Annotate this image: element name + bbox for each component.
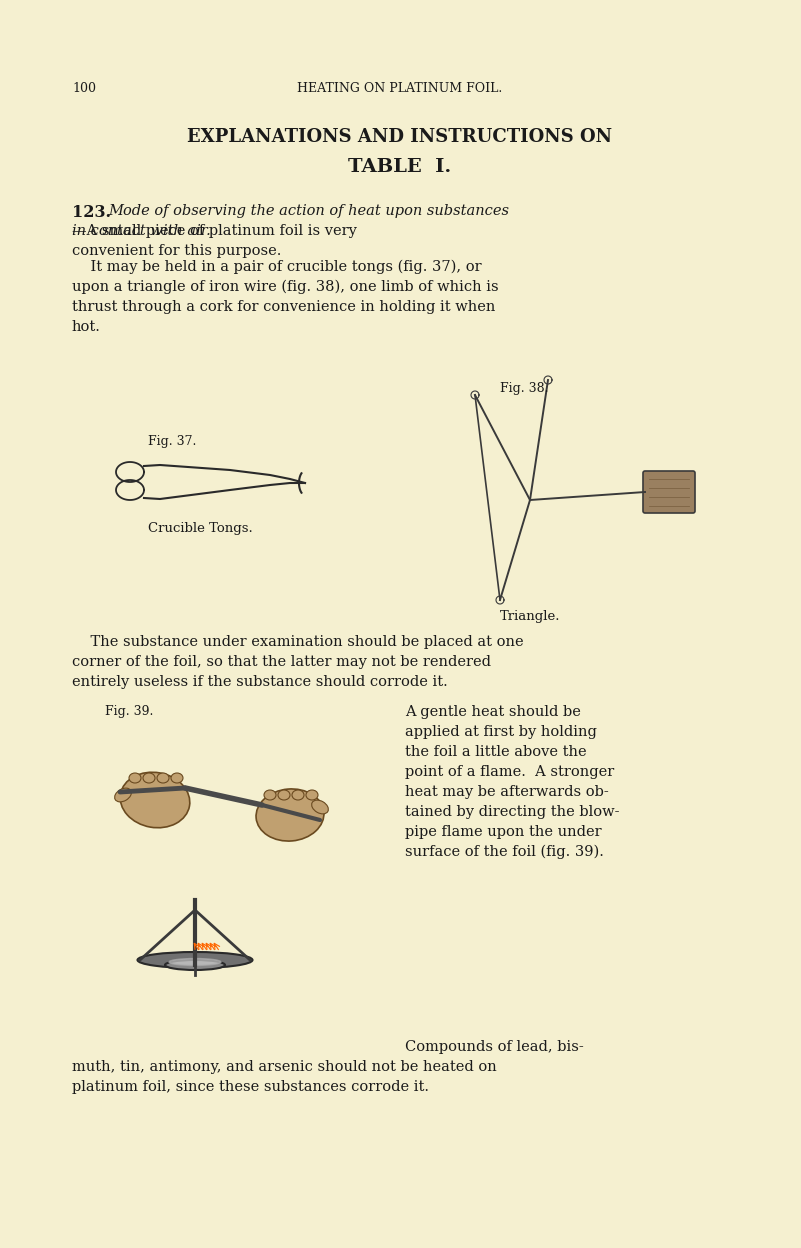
Text: corner of the foil, so that the latter may not be rendered: corner of the foil, so that the latter m… (72, 655, 491, 669)
Text: Crucible Tongs.: Crucible Tongs. (148, 522, 253, 535)
Text: pipe flame upon the under: pipe flame upon the under (405, 825, 602, 839)
Ellipse shape (129, 773, 141, 782)
Text: It may be held in a pair of crucible tongs (fig. 37), or: It may be held in a pair of crucible ton… (72, 260, 481, 275)
Text: Fig. 39.: Fig. 39. (105, 705, 153, 718)
Text: in contact with air.: in contact with air. (72, 223, 211, 238)
Text: 123.: 123. (72, 203, 111, 221)
Text: entirely useless if the substance should corrode it.: entirely useless if the substance should… (72, 675, 448, 689)
Text: hot.: hot. (72, 319, 101, 334)
Ellipse shape (278, 790, 290, 800)
Text: A gentle heat should be: A gentle heat should be (405, 705, 581, 719)
Ellipse shape (169, 958, 221, 966)
Text: EXPLANATIONS AND INSTRUCTIONS ON: EXPLANATIONS AND INSTRUCTIONS ON (187, 129, 613, 146)
Text: TABLE  I.: TABLE I. (348, 158, 452, 176)
Text: Mode of observing the action of heat upon substances: Mode of observing the action of heat upo… (108, 203, 509, 218)
Text: Fig. 38.: Fig. 38. (500, 382, 549, 396)
Text: convenient for this purpose.: convenient for this purpose. (72, 245, 281, 258)
Text: HEATING ON PLATINUM FOIL.: HEATING ON PLATINUM FOIL. (297, 82, 502, 95)
Ellipse shape (256, 789, 324, 841)
Text: applied at first by holding: applied at first by holding (405, 725, 597, 739)
Text: the foil a little above the: the foil a little above the (405, 745, 586, 759)
Text: surface of the foil (fig. 39).: surface of the foil (fig. 39). (405, 845, 604, 860)
Text: 100: 100 (72, 82, 96, 95)
Text: thrust through a cork for convenience in holding it when: thrust through a cork for convenience in… (72, 300, 495, 314)
Text: upon a triangle of iron wire (fig. 38), one limb of which is: upon a triangle of iron wire (fig. 38), … (72, 280, 499, 295)
Ellipse shape (171, 773, 183, 782)
Ellipse shape (312, 800, 328, 814)
Text: Triangle.: Triangle. (500, 610, 560, 623)
Ellipse shape (138, 952, 252, 968)
Text: point of a flame.  A stronger: point of a flame. A stronger (405, 765, 614, 779)
Text: Fig. 37.: Fig. 37. (148, 436, 196, 448)
FancyBboxPatch shape (643, 470, 695, 513)
Text: muth, tin, antimony, and arsenic should not be heated on: muth, tin, antimony, and arsenic should … (72, 1060, 497, 1075)
Text: tained by directing the blow-: tained by directing the blow- (405, 805, 619, 819)
Ellipse shape (264, 790, 276, 800)
Ellipse shape (165, 960, 225, 970)
Ellipse shape (306, 790, 318, 800)
Text: —A small piece of platinum foil is very: —A small piece of platinum foil is very (72, 223, 357, 238)
Text: Compounds of lead, bis-: Compounds of lead, bis- (405, 1040, 584, 1055)
Ellipse shape (120, 773, 190, 827)
Text: heat may be afterwards ob-: heat may be afterwards ob- (405, 785, 609, 799)
Text: The substance under examination should be placed at one: The substance under examination should b… (72, 635, 524, 649)
Ellipse shape (115, 789, 131, 802)
Ellipse shape (143, 773, 155, 782)
Ellipse shape (292, 790, 304, 800)
Text: platinum foil, since these substances corrode it.: platinum foil, since these substances co… (72, 1080, 429, 1094)
Ellipse shape (157, 773, 169, 782)
